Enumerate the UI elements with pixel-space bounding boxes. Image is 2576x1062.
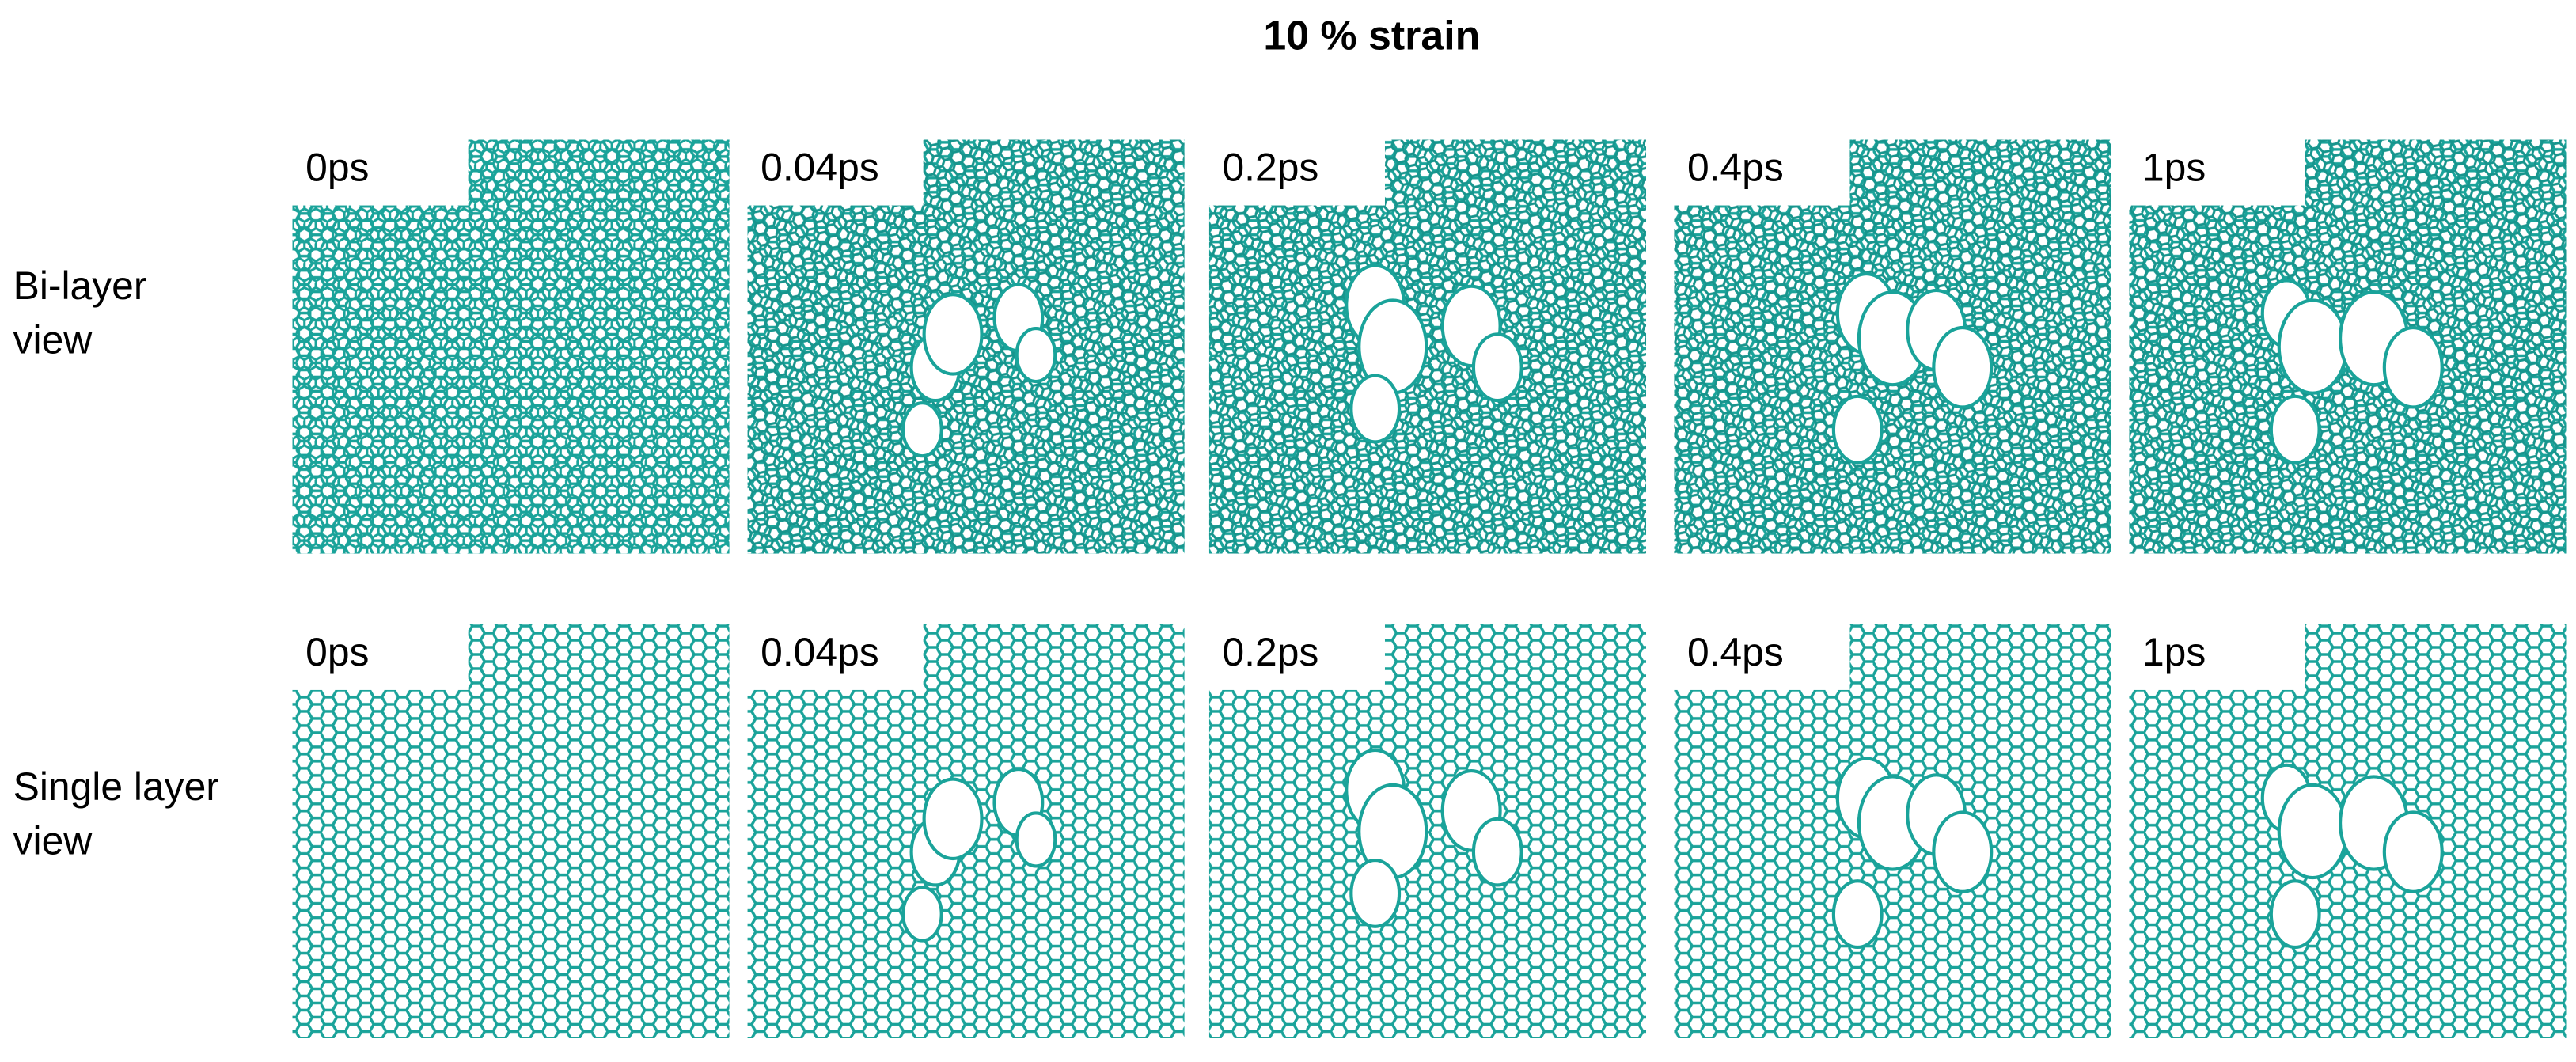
time-label: 0.4ps — [1687, 630, 1784, 674]
lattice — [292, 139, 730, 554]
lattice — [747, 139, 1185, 554]
time-label: 1ps — [2142, 145, 2206, 189]
label-notch — [2127, 622, 2305, 690]
lattice-layer — [292, 139, 730, 554]
fracture-hole — [1349, 374, 1402, 444]
time-label: 0.2ps — [1222, 630, 1318, 674]
lattice — [1674, 624, 2111, 1039]
time-label: 0.2ps — [1222, 145, 1318, 189]
row-label: view — [13, 819, 93, 863]
figure-title: 10 % strain — [1263, 12, 1480, 58]
label-notch — [1672, 622, 1850, 690]
fracture-hole — [1932, 325, 1994, 409]
fracture-hole — [2269, 394, 2321, 465]
snapshot-panel: 1ps — [2127, 138, 2567, 554]
fracture-hole — [922, 293, 984, 376]
label-notch — [745, 622, 924, 690]
lattice — [1208, 139, 1647, 554]
lattice — [2129, 624, 2567, 1039]
lattice-layer — [292, 624, 730, 1039]
fracture-hole — [1831, 394, 1884, 465]
fracture-hole — [901, 886, 943, 943]
label-notch — [2127, 138, 2305, 206]
label-notch — [1207, 138, 1385, 206]
fracture-hole — [1932, 810, 1994, 893]
label-notch — [1672, 138, 1850, 206]
fracture-hole — [2277, 298, 2348, 395]
snapshot-panel: 1ps — [2127, 622, 2567, 1039]
fracture-hole — [1471, 332, 1523, 403]
lattice — [1208, 624, 1647, 1039]
snapshot-panel: 0.2ps — [1207, 138, 1647, 554]
label-notch — [290, 622, 469, 690]
snapshot-panel: 0.4ps — [1672, 138, 2111, 554]
label-notch — [1207, 622, 1385, 690]
row-label: Bi-layer — [13, 264, 147, 308]
snapshot-panel: 0ps — [290, 622, 730, 1039]
fracture-hole — [1471, 817, 1523, 887]
lattice — [747, 624, 1185, 1039]
snapshot-panel: 0.04ps — [745, 622, 1185, 1039]
row-label: Single layer — [13, 764, 219, 809]
lattice — [1674, 139, 2111, 554]
snapshot-panel: 0ps — [290, 138, 730, 554]
snapshot-panel: 0.2ps — [1207, 622, 1647, 1039]
time-label: 0ps — [305, 145, 369, 189]
lattice — [292, 624, 730, 1039]
row-label: view — [13, 317, 93, 362]
time-label: 0.4ps — [1687, 145, 1784, 189]
fracture-hole — [2382, 810, 2444, 893]
time-label: 0ps — [305, 630, 369, 674]
fracture-hole — [2277, 783, 2348, 880]
fracture-hole — [2382, 325, 2444, 409]
lattice — [2129, 139, 2567, 554]
fracture-hole — [1349, 859, 1402, 928]
snapshot-panel: 0.4ps — [1672, 622, 2111, 1039]
label-notch — [290, 138, 469, 206]
fracture-hole — [901, 401, 943, 458]
fracture-hole — [1015, 811, 1057, 868]
snapshot-panel: 0.04ps — [745, 138, 1185, 554]
time-label: 0.04ps — [761, 145, 879, 189]
label-notch — [745, 138, 924, 206]
time-label: 0.04ps — [761, 630, 879, 674]
fracture-hole — [2269, 879, 2321, 950]
fracture-hole — [922, 777, 984, 861]
fracture-hole — [1831, 879, 1884, 950]
fracture-hole — [1015, 326, 1057, 384]
time-label: 1ps — [2142, 630, 2206, 674]
